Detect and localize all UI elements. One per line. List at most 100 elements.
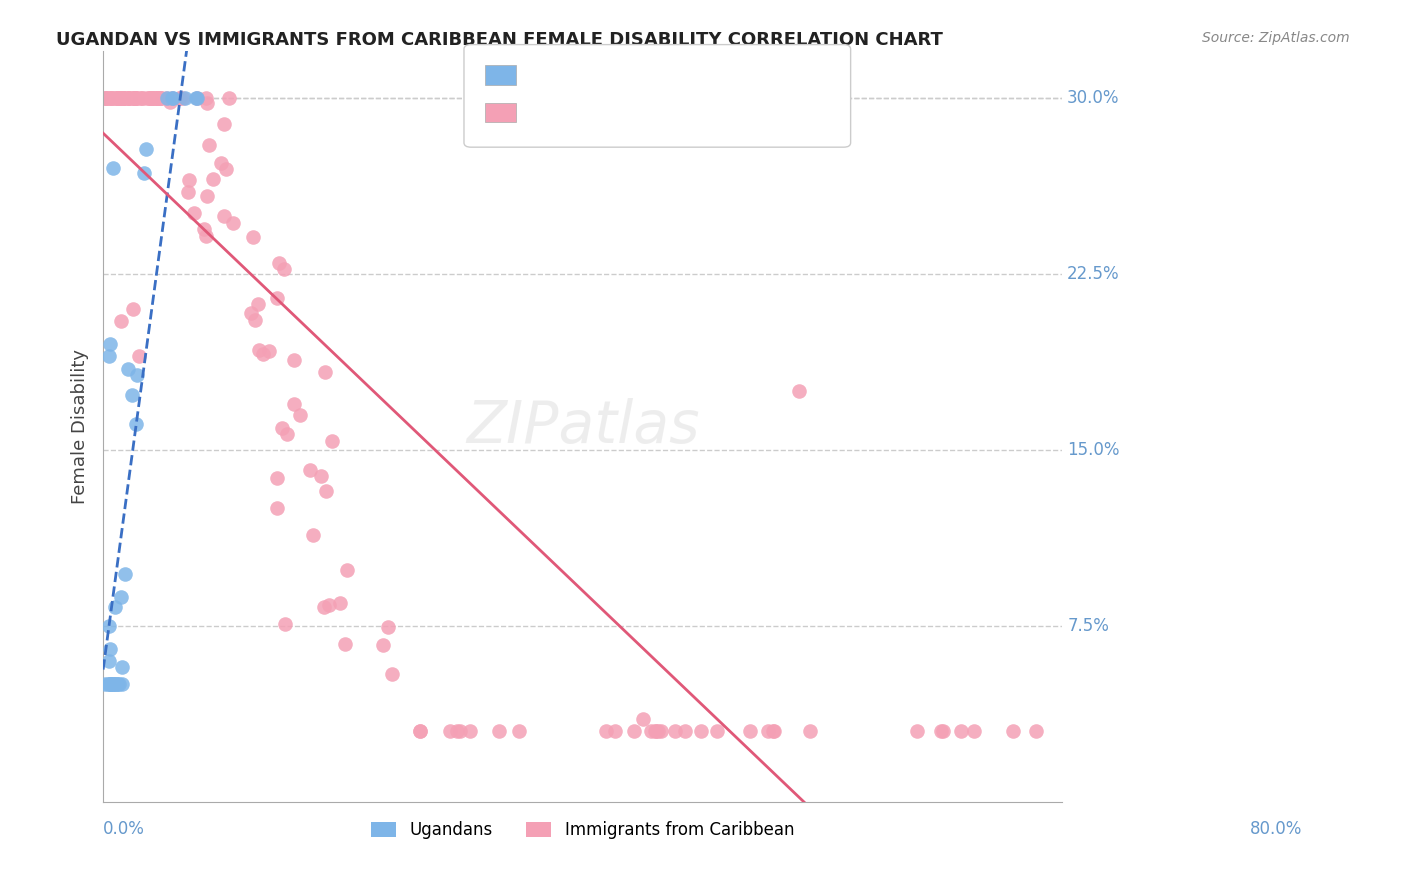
Point (103, 90, 125, 104)
Point (243, 313, 266, 327)
Point (141, 90, 163, 104)
Point (141, 90, 163, 104)
Point (449, 724, 471, 739)
Point (377, 620, 399, 634)
Point (650, 724, 672, 739)
Point (184, 90, 207, 104)
Point (169, 90, 191, 104)
Point (128, 349, 150, 363)
Point (315, 483, 337, 498)
Point (1002, 724, 1025, 739)
Point (336, 563, 359, 577)
Point (98, 642, 121, 657)
Point (488, 724, 510, 739)
Point (169, 90, 191, 104)
Point (905, 724, 928, 739)
Point (787, 384, 810, 398)
Point (162, 90, 184, 104)
Point (145, 90, 167, 104)
Text: 147: 147 (668, 101, 706, 119)
Point (107, 90, 129, 104)
Point (146, 90, 169, 104)
Point (98, 654, 121, 668)
Point (131, 90, 153, 104)
Point (605, 724, 627, 739)
Point (623, 724, 645, 739)
Point (97, 677, 120, 691)
Point (118, 90, 141, 104)
Point (1025, 724, 1047, 739)
Point (98, 677, 121, 691)
Point (101, 677, 124, 691)
Point (458, 724, 481, 739)
Point (963, 724, 986, 739)
Text: N=: N= (633, 101, 666, 119)
Point (266, 501, 288, 516)
Point (118, 90, 141, 104)
Point (134, 165, 156, 179)
Point (122, 90, 145, 104)
Point (125, 90, 148, 104)
Point (110, 313, 132, 327)
Text: ZIPatlas: ZIPatlas (465, 398, 700, 455)
Point (105, 677, 128, 691)
Text: -0.125: -0.125 (567, 101, 631, 119)
Point (329, 596, 352, 610)
Point (96, 90, 118, 104)
Point (143, 90, 166, 104)
Point (194, 229, 217, 244)
Point (644, 724, 666, 739)
Point (159, 95, 181, 109)
Point (673, 724, 696, 739)
Point (117, 361, 139, 376)
Point (114, 90, 136, 104)
Point (269, 256, 291, 270)
Point (94, 677, 117, 691)
Point (173, 90, 195, 104)
Point (321, 434, 343, 448)
Point (664, 724, 686, 739)
Point (183, 205, 205, 219)
Point (155, 90, 177, 104)
Point (129, 90, 152, 104)
Point (309, 469, 332, 483)
Point (186, 90, 208, 104)
Point (179, 172, 201, 186)
Point (114, 567, 136, 582)
Point (949, 724, 972, 739)
Point (221, 216, 243, 230)
Point (218, 90, 240, 104)
Point (212, 209, 235, 223)
Text: N=: N= (633, 63, 666, 81)
Point (101, 677, 124, 691)
Point (186, 90, 208, 104)
Point (146, 90, 169, 104)
Point (108, 90, 131, 104)
Point (762, 724, 785, 739)
Point (314, 600, 336, 615)
Point (110, 591, 132, 605)
Point (160, 90, 183, 104)
Point (93, 90, 115, 104)
Point (249, 343, 271, 357)
Point (101, 161, 124, 175)
Point (270, 421, 292, 435)
Point (640, 724, 662, 739)
Point (335, 637, 357, 651)
Point (135, 90, 157, 104)
Point (117, 90, 139, 104)
Point (138, 90, 160, 104)
Point (94, 90, 117, 104)
Point (932, 724, 955, 739)
Point (111, 660, 134, 674)
Text: 35: 35 (668, 63, 693, 81)
Point (162, 91, 184, 105)
Point (149, 90, 172, 104)
Point (195, 189, 218, 203)
Point (215, 162, 238, 177)
Point (193, 222, 215, 236)
Text: 0.0%: 0.0% (103, 821, 145, 838)
Point (373, 638, 395, 652)
Point (148, 90, 170, 104)
Point (122, 301, 145, 316)
